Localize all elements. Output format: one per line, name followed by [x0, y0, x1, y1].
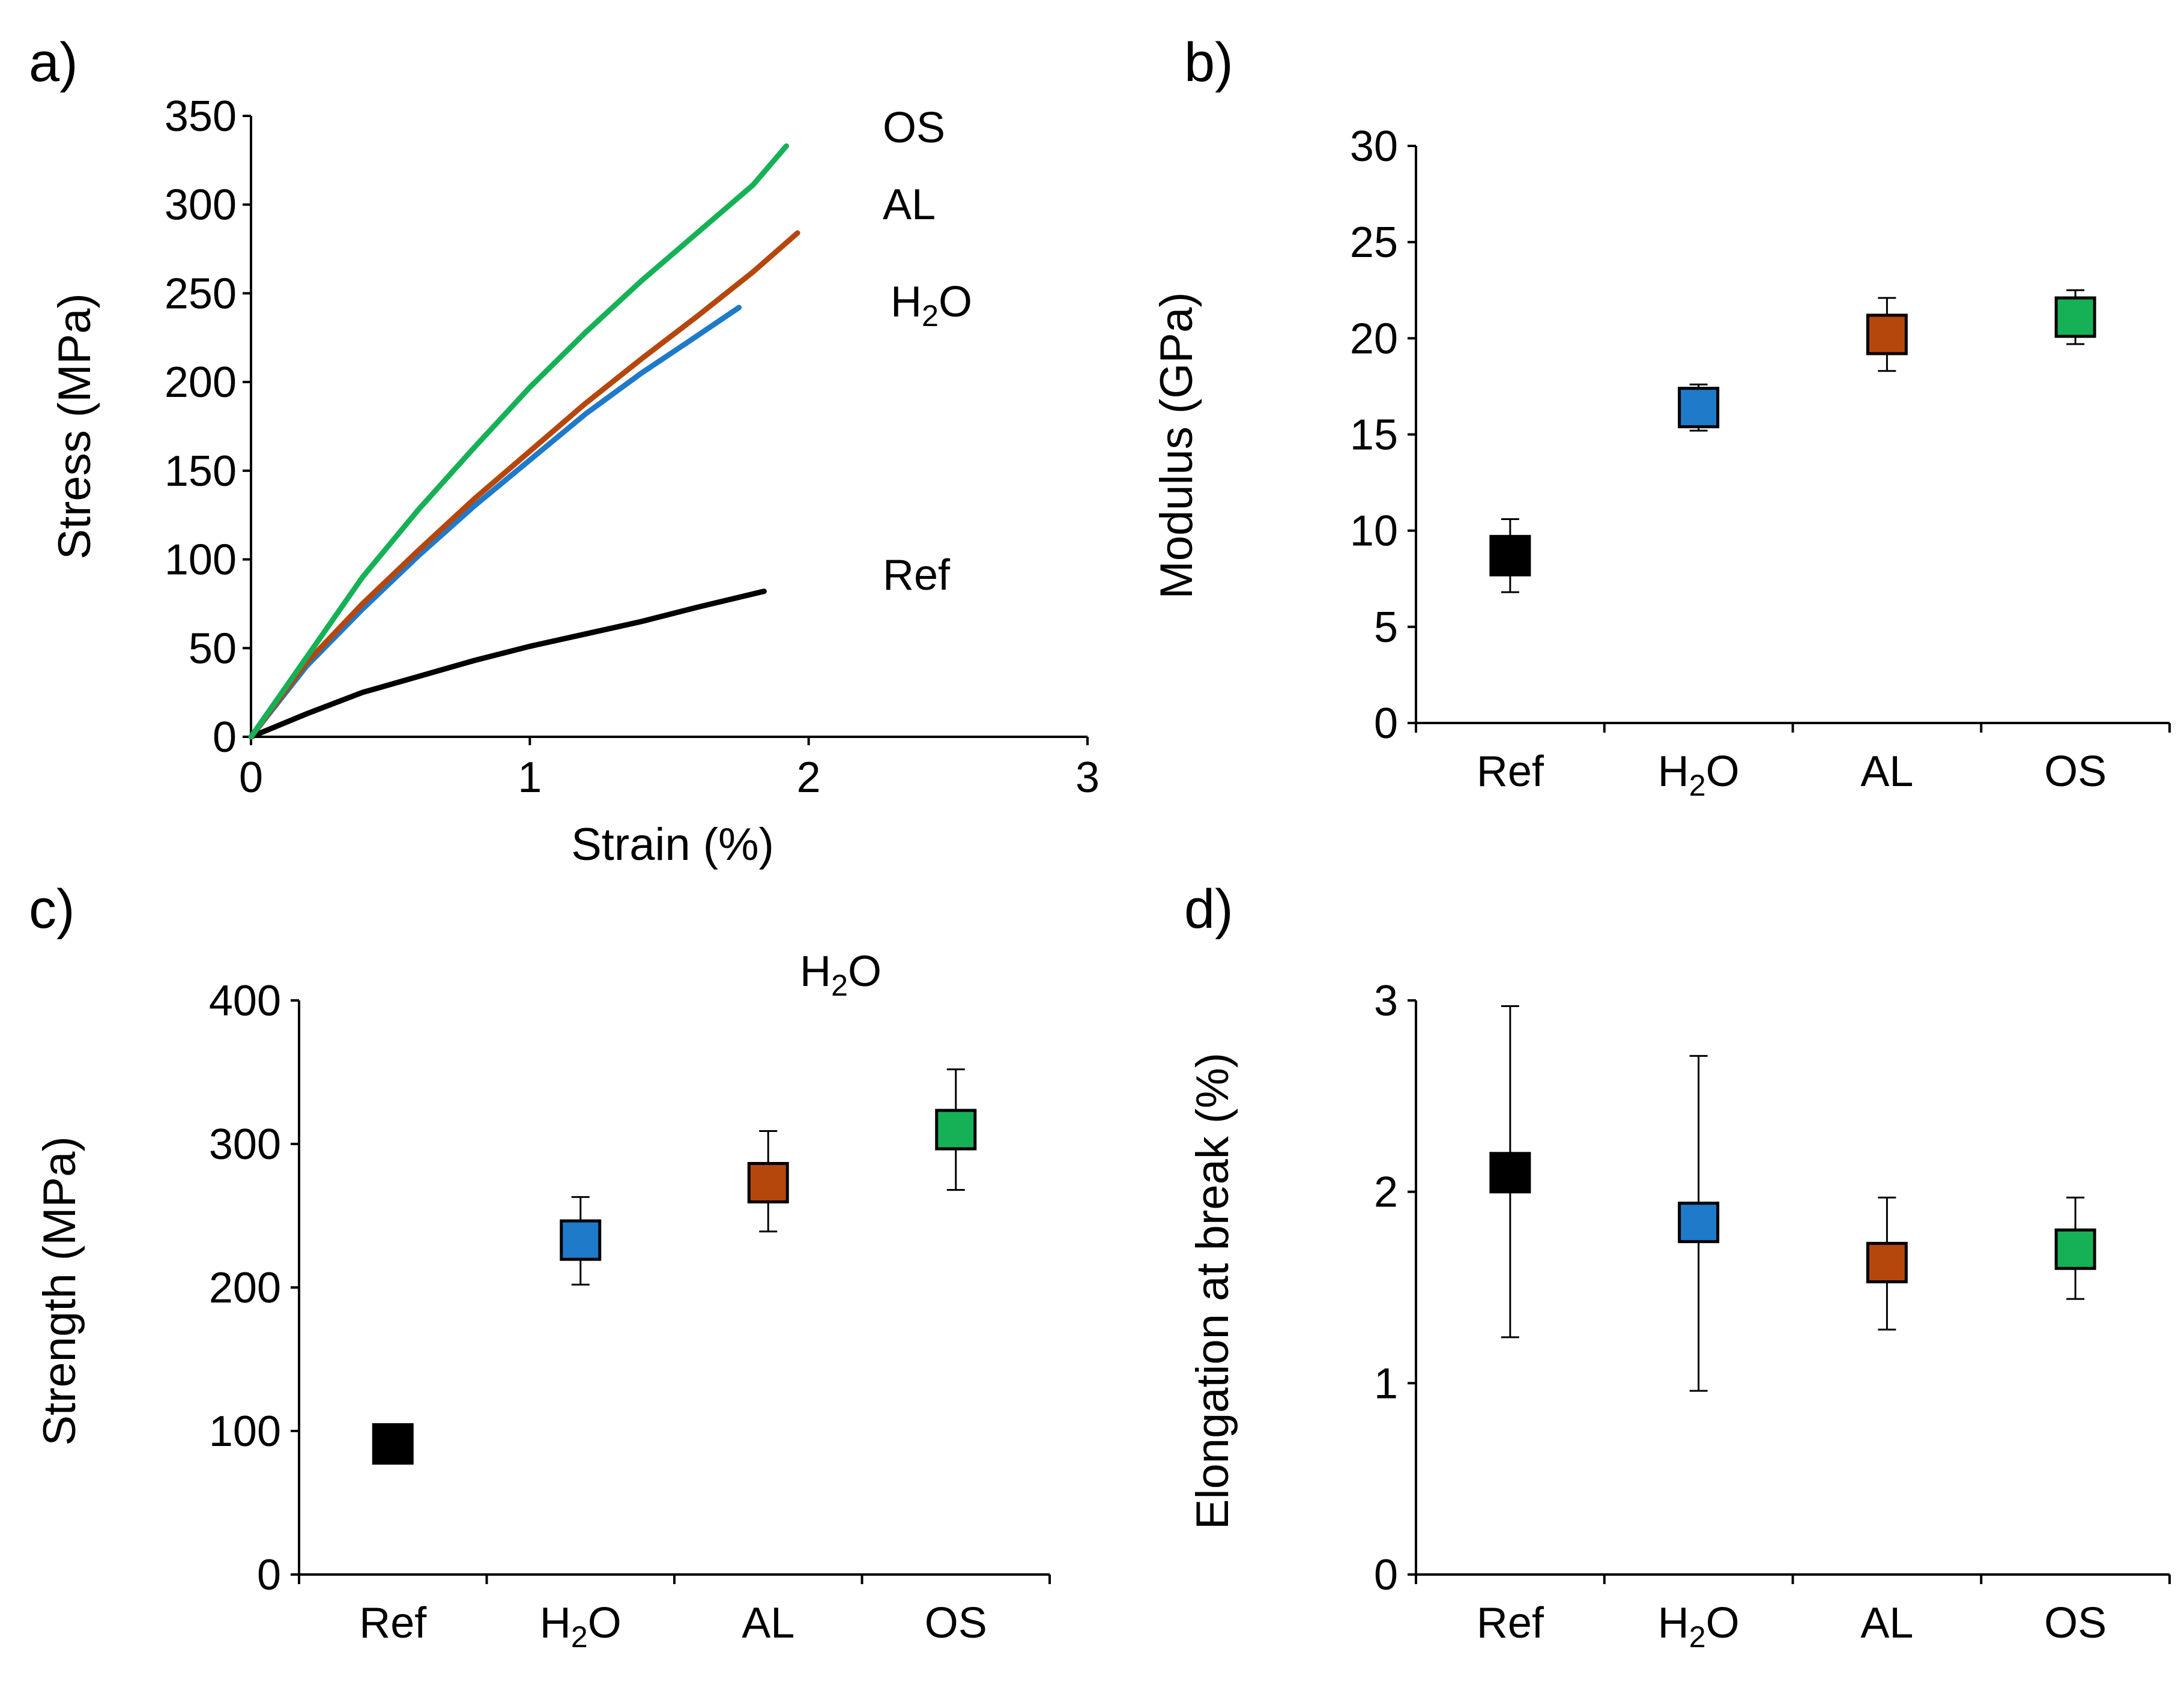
c-point-AL: [747, 1162, 789, 1204]
c-x-tick-label: Ref: [359, 1599, 427, 1647]
panel-label-d: d): [1184, 879, 1233, 940]
b-y-tick-label: 30: [1350, 123, 1398, 171]
d-y-tick-label: 0: [1374, 1551, 1398, 1599]
d-x-tick-label: Ref: [1477, 1599, 1544, 1647]
d-y-tick-label: 3: [1374, 977, 1398, 1025]
a-label-H2O: H2O: [891, 278, 972, 333]
c-y-tick-label: 200: [209, 1264, 281, 1312]
a-y-tick-label: 350: [165, 92, 237, 141]
d-y-axis-title: Elongation at break (%): [1187, 1053, 1238, 1529]
a-y-tick-label: 300: [165, 181, 237, 229]
a-x-axis-title: Strain (%): [571, 819, 774, 870]
b-x-tick-label: OS: [2044, 748, 2107, 796]
b-x-tick-label: Ref: [1477, 748, 1544, 796]
b-x-tick-label: AL: [1860, 748, 1913, 796]
d-point-OS: [2054, 1228, 2096, 1270]
a-x-tick-label: 1: [518, 754, 542, 802]
b-point-OS: [2054, 296, 2096, 338]
a-y-tick-label: 250: [165, 270, 237, 318]
d-point-AL: [1866, 1242, 1908, 1284]
d-point-H2O: [1678, 1202, 1720, 1244]
b-point-Ref: [1489, 534, 1531, 576]
a-label-AL: AL: [883, 181, 936, 229]
a-x-tick-label: 3: [1075, 754, 1100, 802]
c-y-tick-label: 400: [209, 977, 281, 1025]
d-y-tick-label: 2: [1374, 1169, 1398, 1217]
c-x-tick-label: H2O: [540, 1599, 622, 1654]
a-series-H2O: [248, 304, 742, 740]
d-x-tick-label: OS: [2044, 1599, 2107, 1647]
b-point-H2O: [1678, 387, 1720, 429]
b-y-tick-label: 15: [1350, 411, 1398, 459]
c-y-tick-label: 0: [257, 1551, 281, 1599]
a-series-AL: [248, 230, 800, 740]
c-point-Ref: [372, 1423, 414, 1465]
a-x-tick-label: 0: [239, 754, 263, 802]
d-x-tick-label: H2O: [1658, 1599, 1740, 1654]
c-y-axis-title: Strength (MPa): [34, 1136, 85, 1445]
d-y-tick-label: 1: [1374, 1360, 1398, 1408]
a-x-tick-label: 2: [797, 754, 821, 802]
panel-label-b: b): [1184, 32, 1233, 93]
b-x-tick-label: H2O: [1658, 748, 1740, 802]
c-y-tick-label: 300: [209, 1121, 281, 1169]
c-x-tick-label: AL: [742, 1599, 794, 1647]
b-y-tick-label: 0: [1374, 700, 1398, 748]
b-y-tick-label: 20: [1350, 315, 1398, 363]
a-y-tick-label: 100: [165, 536, 237, 584]
b-y-axis-title: Modulus (GPa): [1151, 292, 1202, 599]
b-point-AL: [1866, 313, 1908, 355]
panel-label-a: a): [29, 32, 78, 93]
c-y-tick-label: 100: [209, 1408, 281, 1456]
a-label-OS: OS: [883, 104, 945, 152]
a-series-OS: [248, 143, 789, 740]
a-label-Ref: Ref: [883, 551, 951, 599]
panel-label-c: c): [29, 879, 75, 940]
d-point-Ref: [1489, 1152, 1531, 1194]
b-y-tick-label: 25: [1350, 219, 1398, 267]
c-point-H2O: [560, 1219, 602, 1261]
a-y-tick-label: 200: [165, 358, 237, 407]
d-x-tick-label: AL: [1860, 1599, 1913, 1647]
a-series-Ref: [248, 588, 767, 740]
b-y-tick-label: 5: [1374, 604, 1398, 652]
a-y-tick-label: 0: [213, 713, 237, 761]
c-point-OS: [935, 1109, 977, 1151]
a-y-tick-label: 150: [165, 447, 237, 495]
a-y-axis-title: Stress (MPa): [49, 293, 100, 559]
a-y-tick-label: 50: [189, 625, 237, 673]
b-y-tick-label: 10: [1350, 507, 1398, 555]
c-annotation-H2O: H2O: [800, 948, 882, 1002]
c-x-tick-label: OS: [925, 1599, 987, 1647]
